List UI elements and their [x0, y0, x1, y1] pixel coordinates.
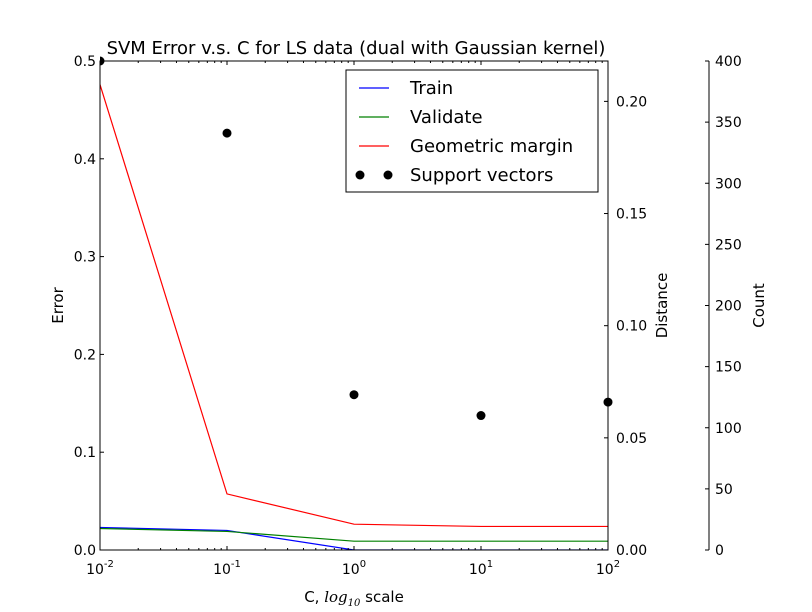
error-axis-tick-label: 0.3 [74, 250, 96, 266]
legend-label: Train [409, 78, 453, 99]
count-axis-label: Count [750, 283, 768, 328]
count-axis-tick-label: 200 [715, 299, 742, 315]
count-axis-tick-label: 150 [715, 360, 742, 376]
error-axis-tick-label: 0.5 [74, 54, 96, 70]
x-tick-label: 100 [342, 559, 366, 578]
count-axis-tick-label: 400 [715, 54, 742, 70]
legend-label: Geometric margin [410, 136, 573, 157]
count-axis-tick-label: 250 [715, 237, 742, 253]
legend-label: Support vectors [410, 165, 553, 186]
count-axis-tick-label: 100 [715, 421, 742, 437]
x-tick-label: 10-1 [213, 559, 241, 578]
distance-axis-tick-label: 0.10 [616, 319, 647, 335]
x-tick-label: 102 [596, 559, 620, 578]
x-axis-label: C, log10 scale [304, 588, 404, 609]
error-axis-tick-label: 0.4 [74, 152, 96, 168]
distance-axis-tick-label: 0.05 [616, 431, 647, 447]
count-axis-tick-label: 50 [715, 482, 733, 498]
x-tick-label: 10-2 [86, 559, 114, 578]
error-axis-tick-label: 0.1 [74, 445, 96, 461]
axes: 10-2 10-1 100 101 102 C, log10 scale 0.0 0.1 0.2… [49, 54, 768, 609]
distance-axis-tick-label: 0.15 [616, 207, 647, 223]
legend-swatch-marker [383, 170, 393, 180]
legend-swatch-marker [355, 170, 365, 180]
data-point-support-vectors [349, 390, 359, 400]
legend: Train Validate Geometric margin Support vec… [345, 69, 599, 193]
plot-contents [100, 56, 613, 550]
series-line-geometric-margin [100, 84, 608, 528]
chart-title: SVM Error v.s. C for LS data (dual with … [107, 38, 606, 59]
count-axis-tick-label: 350 [715, 115, 742, 131]
distance-axis-tick-label: 0.20 [616, 94, 647, 110]
legend-label: Validate [410, 107, 483, 128]
data-point-support-vectors [476, 411, 486, 421]
x-tick-label: 101 [469, 559, 493, 578]
error-axis-label: Error [49, 286, 67, 323]
count-axis-tick-label: 0 [715, 543, 724, 559]
series-line-train [100, 526, 608, 550]
error-axis-tick-label: 0.2 [74, 347, 96, 363]
error-axis-tick-label: 0.0 [74, 543, 96, 559]
plot-area [100, 56, 613, 550]
count-axis-tick-label: 300 [715, 176, 742, 192]
data-point-support-vectors [222, 128, 232, 138]
series-line-validate [100, 527, 608, 542]
distance-axis-label: Distance [653, 273, 671, 339]
distance-axis-tick-label: 0.00 [616, 543, 647, 559]
